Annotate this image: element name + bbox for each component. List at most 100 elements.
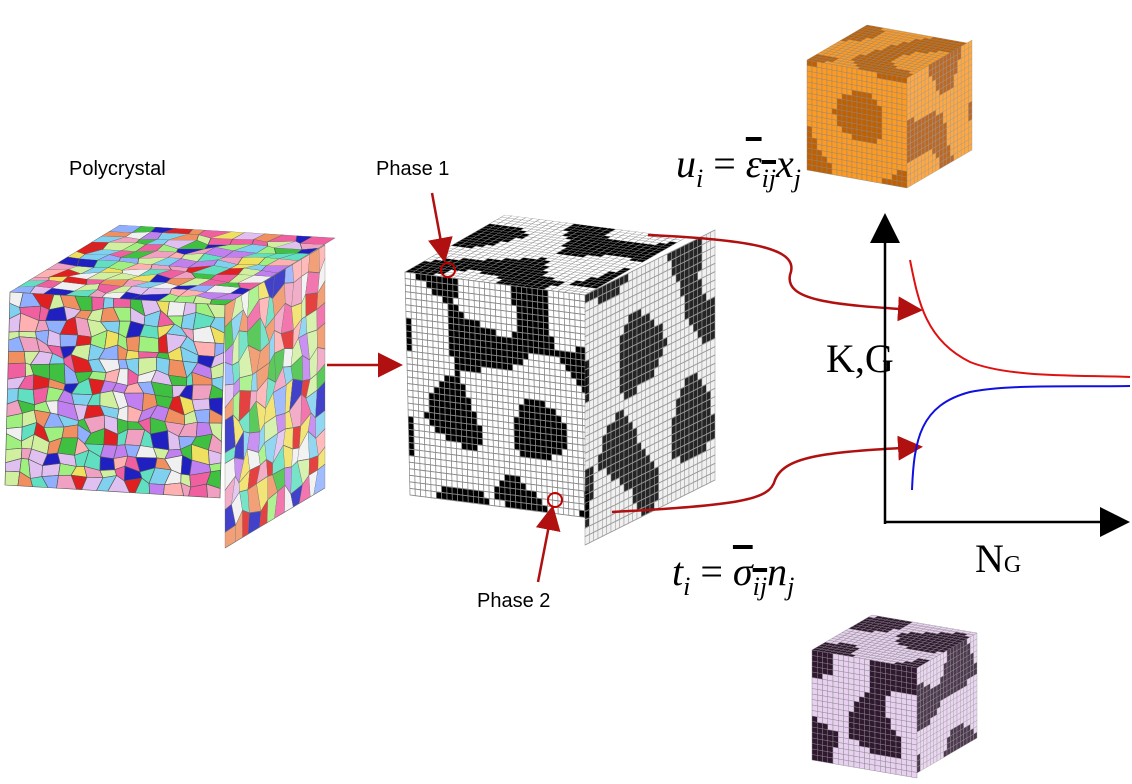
voxel (418, 359, 423, 366)
voxel (454, 324, 459, 331)
voxel (560, 377, 565, 384)
voxel (520, 437, 525, 444)
voxel (479, 281, 484, 288)
voxel (430, 445, 435, 452)
voxel (457, 481, 462, 488)
voxel (433, 354, 438, 361)
voxel (505, 494, 510, 501)
voxel (553, 291, 558, 298)
voxel (453, 291, 458, 298)
voxel (510, 475, 515, 482)
voxel (477, 432, 482, 439)
voxel (578, 458, 583, 465)
voxel (523, 352, 528, 359)
voxel (416, 293, 421, 300)
voxel (464, 332, 469, 339)
voxel (563, 475, 568, 482)
voxel (422, 327, 427, 334)
voxel (822, 167, 827, 173)
voxel (463, 286, 468, 293)
voxel (409, 469, 414, 476)
voxel (556, 396, 561, 403)
voxel (543, 309, 548, 316)
voxel (865, 764, 870, 770)
voxel (557, 455, 562, 462)
voxel (419, 405, 424, 412)
voxel (433, 328, 438, 335)
voxel (589, 532, 593, 543)
voxel (450, 409, 455, 416)
voxel (470, 346, 475, 353)
voxel (565, 332, 570, 339)
voxel (540, 420, 545, 427)
voxel (554, 337, 559, 344)
voxel (536, 485, 541, 492)
voxel (524, 405, 529, 412)
voxel (455, 370, 460, 377)
voxel (556, 429, 561, 436)
voxel (578, 471, 583, 478)
voxel (467, 437, 472, 444)
voxel (515, 476, 520, 483)
voxel (567, 443, 572, 450)
voxel (711, 472, 715, 483)
voxel (467, 463, 472, 470)
voxel (484, 485, 489, 492)
voxel (499, 447, 504, 454)
voxel (491, 322, 496, 329)
voxel (420, 464, 425, 471)
voxel (512, 325, 517, 332)
voxel (519, 398, 524, 405)
voxel (540, 407, 545, 414)
voxel (513, 371, 518, 378)
voxel (527, 314, 532, 321)
voxel (556, 416, 561, 423)
voxel (812, 755, 817, 761)
voxel (509, 455, 514, 462)
voxel (417, 352, 422, 359)
voxel (433, 341, 438, 348)
voxel (513, 377, 518, 384)
voxel (412, 365, 417, 372)
voxel (578, 444, 583, 451)
voxel (549, 330, 554, 337)
voxel (462, 449, 467, 456)
voxel (494, 466, 499, 473)
voxel (469, 300, 474, 307)
voxel (565, 325, 570, 332)
voxel (434, 407, 439, 414)
voxel (496, 310, 501, 317)
voxel (574, 509, 579, 516)
voxel (540, 387, 545, 394)
voxel (554, 304, 559, 311)
voxel (428, 353, 433, 360)
voxel (504, 442, 509, 449)
voxel (832, 169, 837, 175)
grain (113, 298, 131, 308)
voxel (422, 307, 427, 314)
voxel (439, 394, 444, 401)
voxel (427, 294, 432, 301)
voxel (471, 372, 476, 379)
voxel (451, 461, 456, 468)
voxel (466, 424, 471, 431)
voxel (539, 361, 544, 368)
voxel (465, 352, 470, 359)
voxel (488, 433, 493, 440)
voxel (611, 522, 615, 533)
voxel (517, 339, 522, 346)
voxel (414, 430, 419, 437)
voxel (520, 470, 525, 477)
voxel (464, 312, 469, 319)
voxel (440, 401, 445, 408)
voxel (474, 281, 479, 288)
voxel (525, 438, 530, 445)
voxel (427, 308, 432, 315)
voxel (422, 313, 427, 320)
voxel (518, 352, 523, 359)
grain (100, 457, 115, 472)
voxel (483, 445, 488, 452)
voxel (566, 371, 571, 378)
voxel (525, 431, 530, 438)
voxel (415, 463, 420, 470)
